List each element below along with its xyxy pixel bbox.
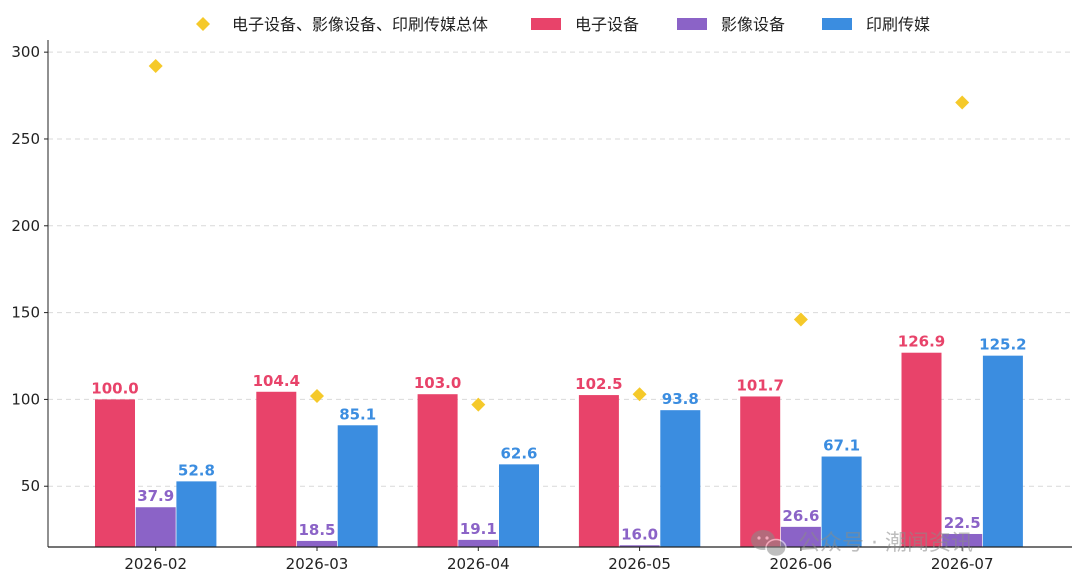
total-marker <box>148 59 163 74</box>
legend-swatch <box>677 18 707 30</box>
data-label: 19.1 <box>460 520 497 538</box>
bar <box>578 395 619 547</box>
x-tick-label: 2026-04 <box>447 555 510 573</box>
legend-item: 电子设备、影像设备、印刷传媒总体 <box>196 15 488 34</box>
data-label: 26.6 <box>782 507 819 525</box>
bar <box>417 394 458 547</box>
bars <box>95 352 1023 547</box>
legend-label: 印刷传媒 <box>866 15 930 34</box>
bar <box>740 396 781 547</box>
legend-swatch <box>531 18 561 30</box>
x-tick-label: 2026-02 <box>124 555 187 573</box>
y-tick-label: 100 <box>11 390 40 408</box>
total-marker <box>310 388 324 403</box>
bar <box>337 425 378 547</box>
bar <box>256 391 297 547</box>
wechat-icon <box>751 530 787 558</box>
y-tick-label: 200 <box>11 217 40 235</box>
watermark: 公众号 · 潮闻资讯 <box>751 530 973 558</box>
data-label: 102.5 <box>575 375 622 393</box>
legend-swatch <box>822 18 852 30</box>
bar <box>135 507 176 547</box>
data-label: 126.9 <box>898 333 945 351</box>
bar <box>660 410 701 547</box>
data-label: 100.0 <box>91 379 138 397</box>
x-tick-label: 2026-05 <box>608 555 671 573</box>
data-label: 85.1 <box>339 405 376 423</box>
bar <box>821 456 862 547</box>
x-tick-label: 2026-07 <box>931 555 994 573</box>
legend-label: 影像设备 <box>721 15 785 34</box>
data-label: 62.6 <box>500 444 537 462</box>
y-axis: 50 100 150 200 250 300 <box>11 40 49 547</box>
bar <box>499 464 539 547</box>
total-marker <box>632 387 647 402</box>
y-tick-label: 250 <box>11 130 40 148</box>
total-marker <box>471 397 486 412</box>
bar <box>297 540 337 547</box>
bar <box>95 399 135 547</box>
bar <box>780 526 821 547</box>
legend-label: 电子设备 <box>575 15 639 34</box>
bar <box>942 533 983 547</box>
y-tick-label: 150 <box>11 304 40 322</box>
data-label: 103.0 <box>414 374 461 392</box>
bar <box>982 355 1023 547</box>
data-label: 93.8 <box>662 390 699 408</box>
total-markers <box>148 59 970 412</box>
bar <box>458 539 499 547</box>
bar <box>619 545 660 547</box>
legend-label: 电子设备、影像设备、印刷传媒总体 <box>232 15 488 34</box>
data-label: 18.5 <box>298 521 335 539</box>
legend-marker <box>196 17 210 31</box>
data-label: 52.8 <box>178 461 215 479</box>
data-label: 101.7 <box>736 376 783 394</box>
data-label: 37.9 <box>137 487 174 505</box>
x-tick-label: 2026-03 <box>286 555 349 573</box>
x-tick-label: 2026-06 <box>770 555 833 573</box>
y-tick-label: 50 <box>21 477 40 495</box>
bar <box>176 481 217 547</box>
watermark-text: 公众号 · 潮闻资讯 <box>798 531 973 556</box>
data-label: 67.1 <box>823 437 860 455</box>
data-labels: 100.0 37.952.8 104.4 18.5 85.1 103.0 19.1 62.6 1… <box>91 333 1026 544</box>
total-marker <box>793 312 808 327</box>
y-tick-label: 300 <box>11 43 40 61</box>
legend-item: 影像设备 <box>677 15 785 34</box>
data-label: 125.2 <box>979 336 1026 354</box>
data-label: 22.5 <box>944 514 981 532</box>
legend: 电子设备、影像设备、印刷传媒总体 电子设备 影像设备 印刷传媒 <box>196 15 930 34</box>
legend-item: 印刷传媒 <box>822 15 930 34</box>
x-axis: 2026-02 2026-03 2026-04 2026-05 2026-06 2026-… <box>48 546 1072 573</box>
legend-item: 电子设备 <box>531 15 639 34</box>
data-label: 104.4 <box>253 372 300 390</box>
total-marker <box>955 95 970 110</box>
bar <box>901 352 942 547</box>
data-label: 16.0 <box>621 525 658 543</box>
